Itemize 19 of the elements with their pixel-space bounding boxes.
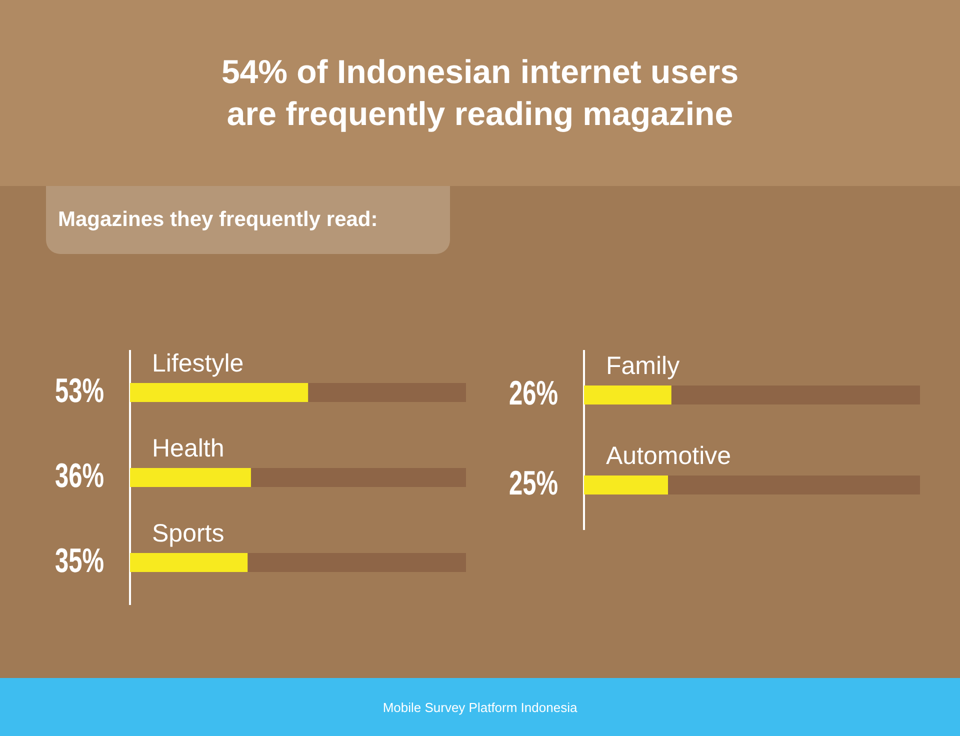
data-label: 25%	[509, 464, 558, 502]
category-label: Sports	[152, 519, 224, 548]
chart-title: 54% of Indonesian internet users are frequently reading magazine	[221, 52, 739, 134]
bar	[248, 553, 466, 572]
text: Mobile Survey Platform Indonesia	[382, 700, 578, 714]
bar	[130, 553, 248, 572]
category-label: Family	[606, 352, 680, 380]
bar	[250, 468, 466, 487]
bar	[130, 383, 308, 402]
category-label: Lifestyle	[152, 349, 244, 378]
bar	[130, 468, 251, 487]
data-label: 53%	[55, 372, 104, 410]
chart-subtitle: Magazines they frequently read:	[46, 186, 450, 254]
category-label: Health	[152, 434, 224, 462]
bar	[308, 383, 466, 402]
category-label: Automotive	[606, 442, 732, 470]
data-label: 36%	[55, 457, 104, 495]
data-label: 35%	[55, 542, 104, 580]
data-label: 26%	[509, 374, 558, 412]
